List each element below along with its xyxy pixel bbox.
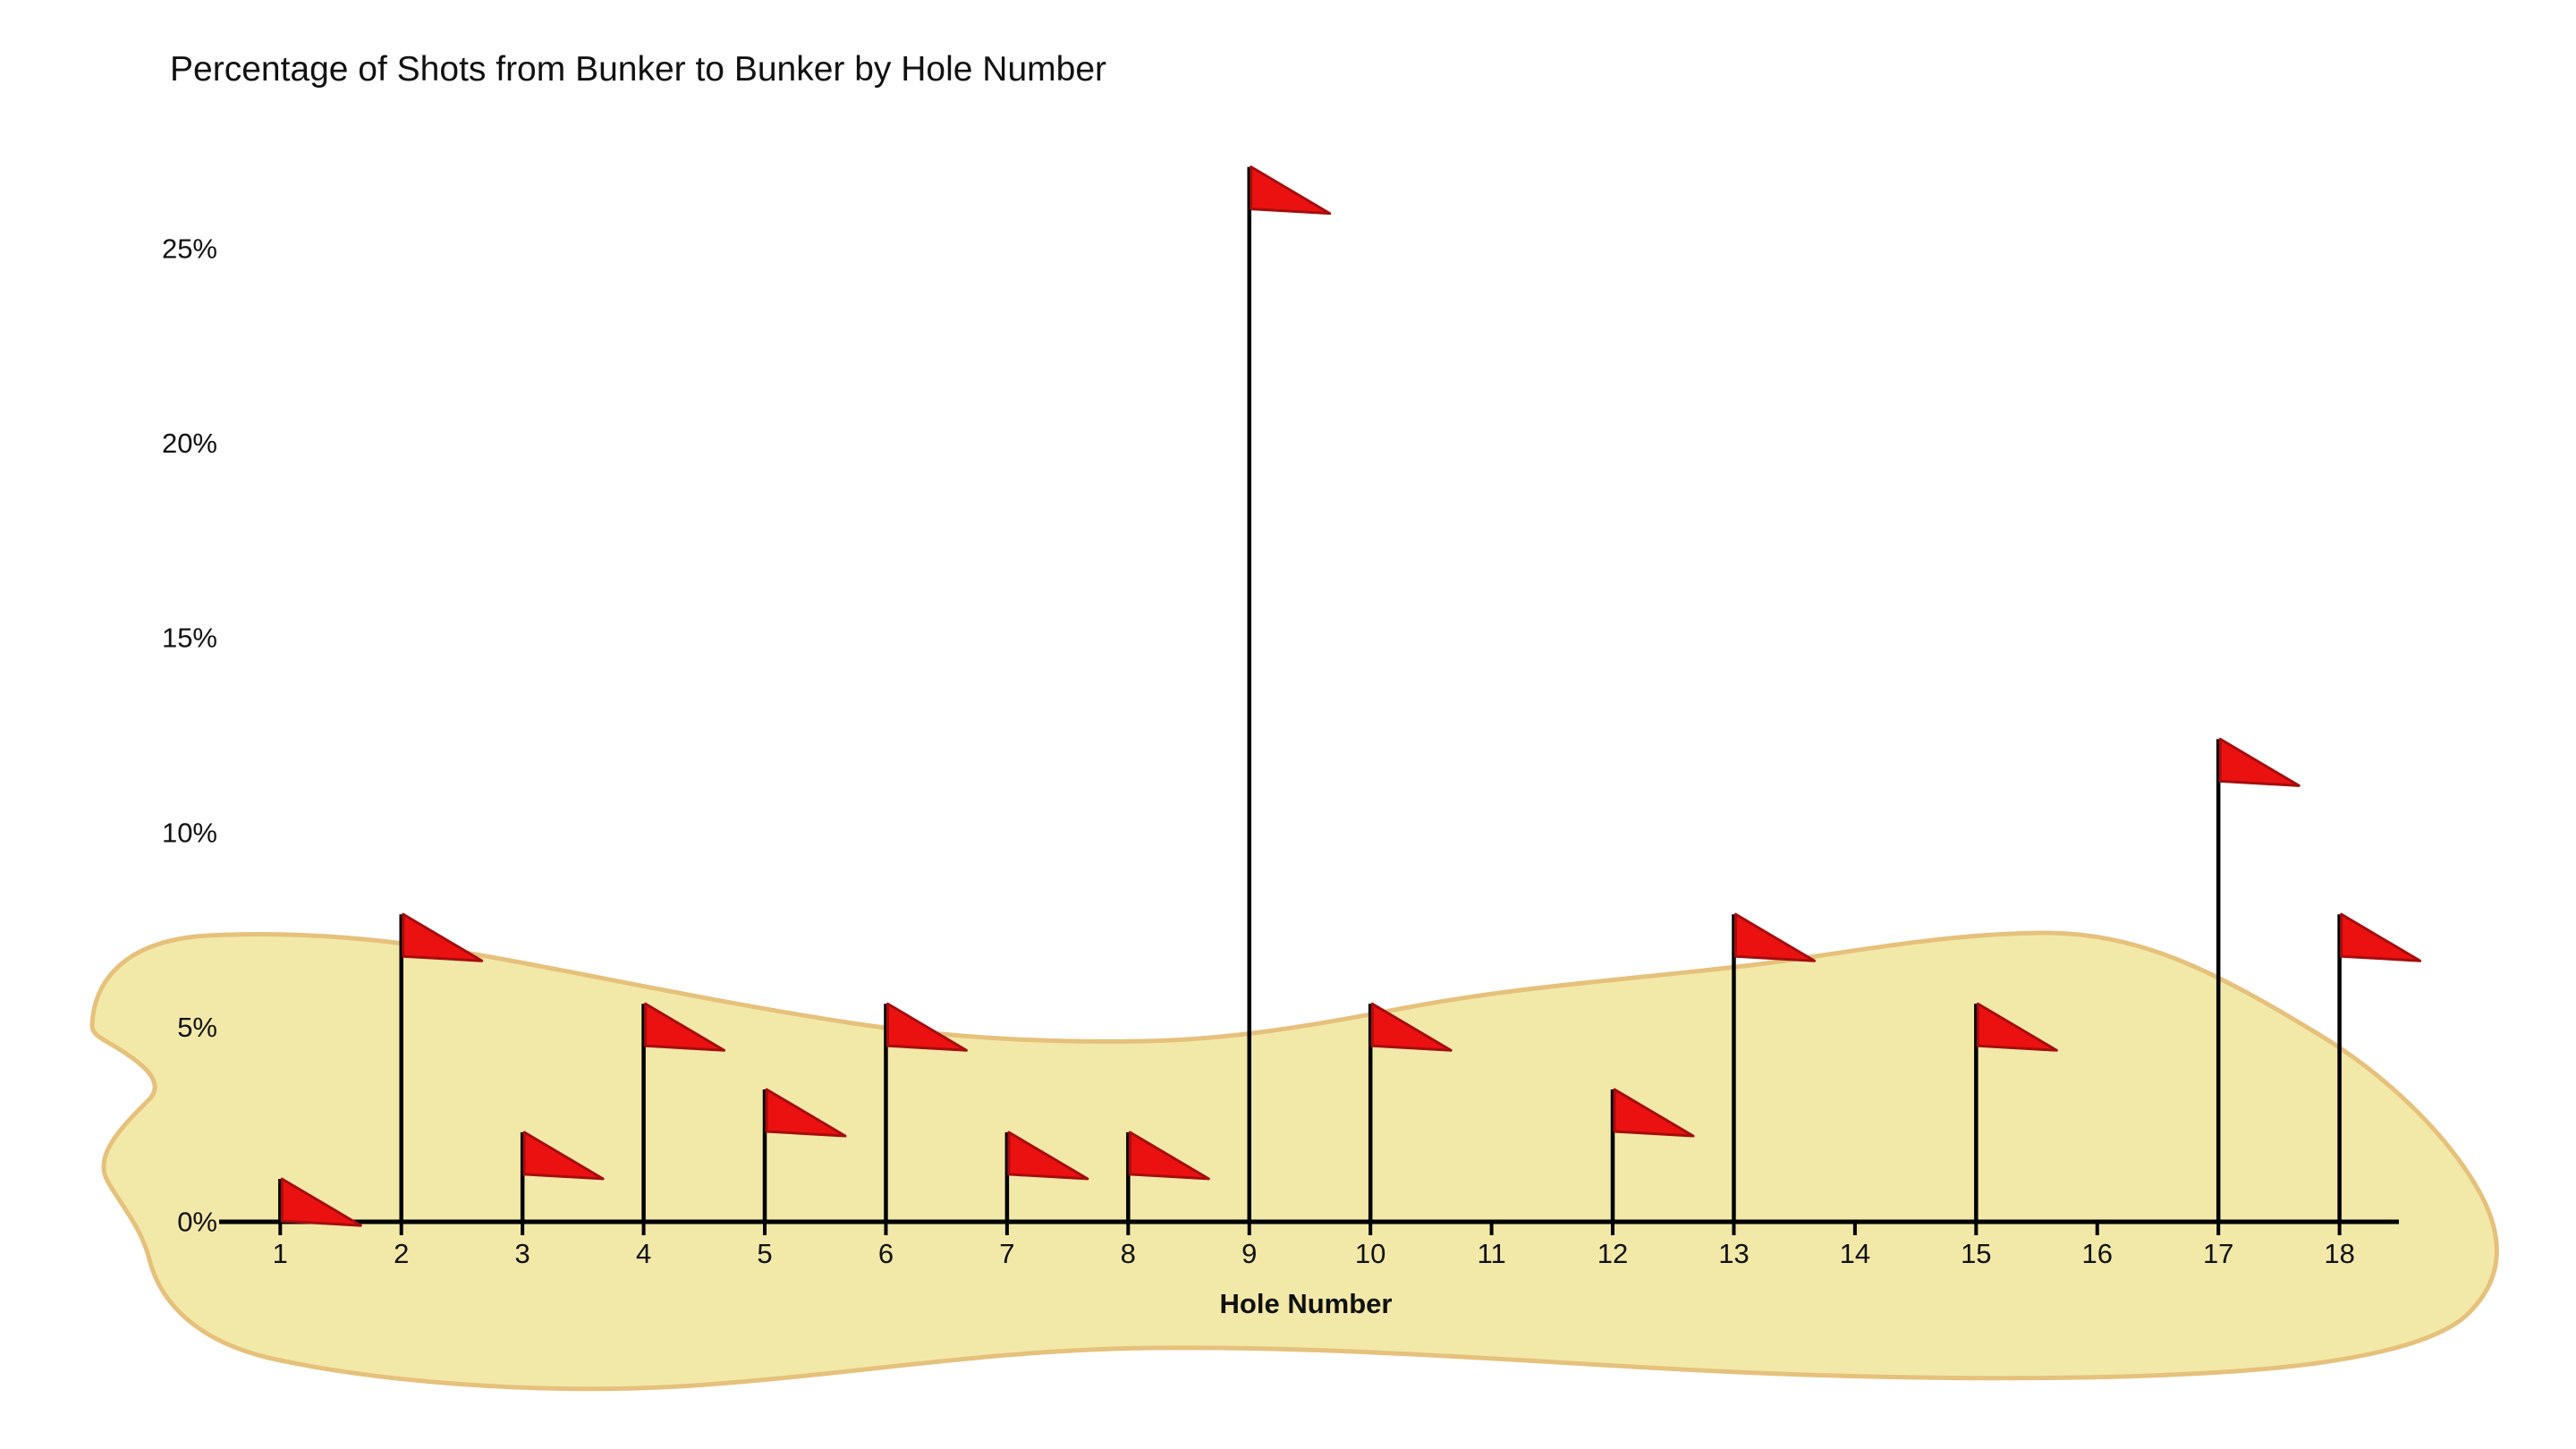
flag-pennant — [1370, 1002, 1453, 1052]
flag-pennant — [1007, 1131, 1089, 1181]
x-tick-label-hole-4: 4 — [636, 1238, 651, 1269]
x-tick-label-hole-9: 9 — [1241, 1238, 1257, 1269]
x-tick-label-hole-7: 7 — [999, 1238, 1014, 1269]
flag-hole-5 — [762, 1088, 847, 1222]
flag-hole-8 — [1126, 1131, 1210, 1222]
x-tick-label-hole-11: 11 — [1478, 1238, 1506, 1269]
x-tick-label-hole-3: 3 — [515, 1238, 530, 1269]
x-tick-label-hole-12: 12 — [1597, 1238, 1628, 1269]
x-tick-label-hole-5: 5 — [757, 1238, 772, 1269]
flag-hole-2 — [399, 912, 484, 1222]
y-tick-label-25pct: 25% — [162, 233, 217, 265]
flag-hole-17 — [2216, 737, 2301, 1222]
flag-pennant — [644, 1002, 726, 1052]
x-tick-label-hole-2: 2 — [394, 1238, 409, 1269]
chart-title: Percentage of Shots from Bunker to Bunke… — [170, 50, 1106, 89]
flag-pennant — [765, 1088, 847, 1138]
flag-pennant — [886, 1002, 968, 1052]
flag-hole-6 — [884, 1002, 968, 1222]
y-tick-label-0pct: 0% — [177, 1207, 217, 1238]
x-tick-label-hole-17: 17 — [2203, 1238, 2233, 1269]
flag-pennant — [1128, 1131, 1210, 1181]
flag-pennant — [280, 1177, 362, 1227]
flag-hole-18 — [2337, 912, 2422, 1222]
flag-pennant — [2340, 912, 2422, 962]
x-tick-label-hole-1: 1 — [273, 1238, 288, 1269]
x-tick-label-hole-8: 8 — [1121, 1238, 1136, 1269]
flag-pennant — [1733, 912, 1816, 962]
x-tick-label-hole-10: 10 — [1355, 1238, 1385, 1269]
x-tick-label-hole-6: 6 — [878, 1238, 894, 1269]
flag-hole-15 — [1974, 1002, 2058, 1222]
x-axis-title: Hole Number — [1220, 1288, 1393, 1319]
flag-hole-10 — [1368, 1002, 1453, 1222]
flag-hole-1 — [278, 1177, 362, 1227]
flag-pennant — [1613, 1088, 1695, 1138]
y-tick-label-15pct: 15% — [162, 623, 217, 654]
x-tick-label-hole-13: 13 — [1718, 1238, 1749, 1269]
flag-hole-9 — [1247, 165, 1332, 1222]
x-tick-label-hole-15: 15 — [1961, 1238, 1991, 1269]
y-tick-label-10pct: 10% — [162, 817, 217, 848]
y-tick-label-5pct: 5% — [177, 1012, 217, 1043]
flag-pennant — [402, 912, 484, 962]
flag-hole-13 — [1732, 912, 1816, 1222]
x-tick-label-hole-18: 18 — [2324, 1238, 2354, 1269]
x-axis: 1 2 3 4 5 6 7 8 9 10 11 12 13 14 15 16 17 18 — [219, 1219, 2399, 1269]
x-tick-label-hole-16: 16 — [2082, 1238, 2113, 1269]
flag-hole-3 — [520, 1131, 605, 1222]
flag-pennant — [2218, 737, 2301, 787]
y-axis: 0% 5% 10% 15% 20% 25% — [162, 233, 217, 1238]
flag-pennant — [1976, 1002, 2058, 1052]
sand-bunker-shape — [89, 930, 2499, 1392]
y-tick-label-20pct: 20% — [162, 428, 217, 459]
flag-hole-7 — [1004, 1131, 1089, 1222]
x-tick-label-hole-14: 14 — [1840, 1238, 1870, 1269]
flag-hole-4 — [641, 1002, 726, 1222]
flag-pennant — [1250, 165, 1332, 216]
flag-markers — [278, 165, 2422, 1227]
flag-hole-12 — [1610, 1088, 1695, 1222]
flag-pennant — [522, 1131, 605, 1181]
